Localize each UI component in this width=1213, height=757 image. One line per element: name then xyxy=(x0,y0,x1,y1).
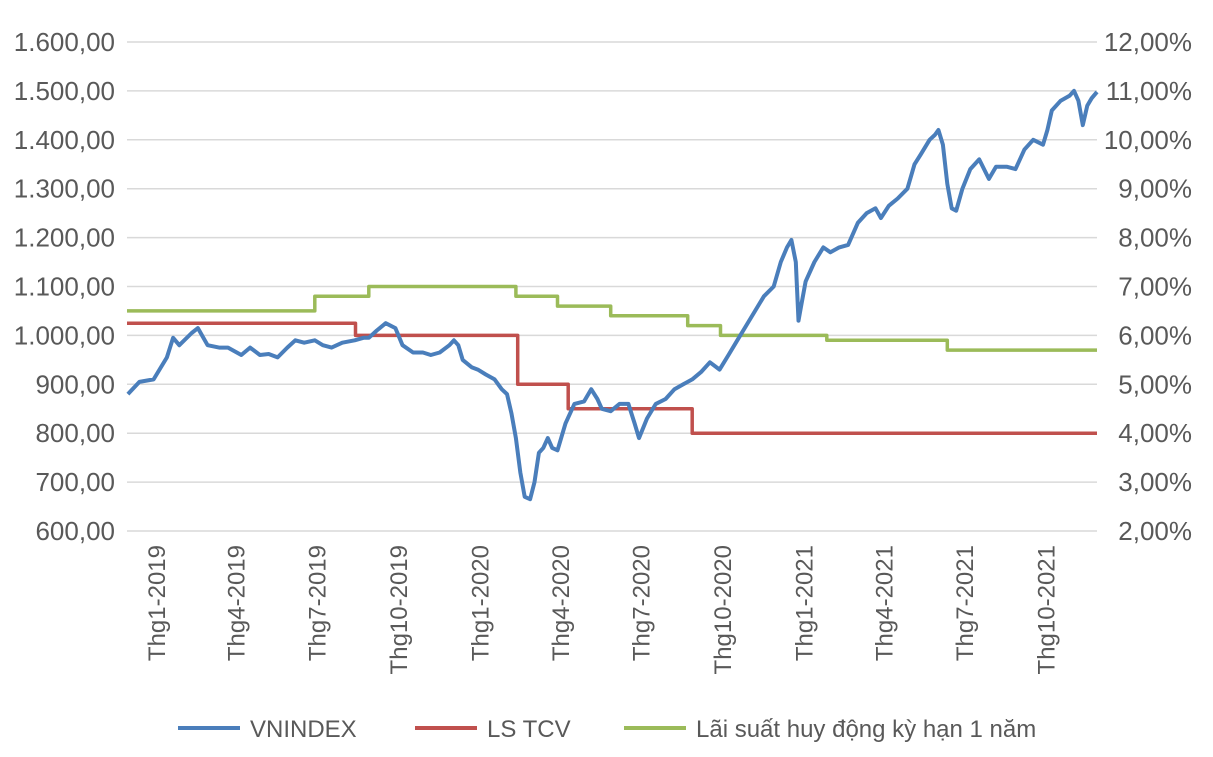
left-tick-label: 1.200,00 xyxy=(14,223,115,253)
x-tick-label: Thg1-2021 xyxy=(792,545,819,661)
left-tick-label: 600,00 xyxy=(35,516,115,546)
legend: VNINDEX LS TCV Lãi suất huy động kỳ hạn 1 … xyxy=(178,716,1036,743)
x-tick-label: Thg1-2020 xyxy=(467,545,494,661)
x-tick-label: Thg7-2020 xyxy=(629,545,656,661)
left-tick-label: 1.100,00 xyxy=(14,272,115,302)
right-tick-label: 8,00% xyxy=(1118,223,1192,253)
legend-label: LS TCV xyxy=(487,716,571,743)
left-tick-label: 1.500,00 xyxy=(14,76,115,106)
x-tick-label: Thg7-2019 xyxy=(304,545,331,661)
left-tick-label: 800,00 xyxy=(35,418,115,448)
right-tick-label: 2,00% xyxy=(1118,516,1192,546)
grid-layer xyxy=(127,41,1097,532)
right-tick-label: 9,00% xyxy=(1118,174,1192,204)
series-layer xyxy=(126,88,1099,502)
x-tick-label: Thg7-2021 xyxy=(952,545,979,661)
x-tick-label: Thg10-2019 xyxy=(386,545,413,674)
left-tick-label: 1.400,00 xyxy=(14,125,115,155)
right-tick-label: 12,00% xyxy=(1104,27,1192,57)
right-tick-label: 5,00% xyxy=(1118,369,1192,399)
left-tick-label: 1.600,00 xyxy=(14,27,115,57)
x-tick-label: Thg4-2020 xyxy=(548,545,575,661)
x-tick-label: Thg4-2019 xyxy=(224,545,251,661)
left-tick-label: 900,00 xyxy=(35,369,115,399)
x-tick-label: Thg1-2019 xyxy=(144,545,171,661)
left-tick-label: 1.300,00 xyxy=(14,174,115,204)
left-axis: 600,00 700,00 800,00 900,00 1.000,00 1.100,00… xyxy=(14,27,115,546)
right-tick-label: 11,00% xyxy=(1106,76,1192,106)
series-line-0 xyxy=(126,88,1099,502)
left-tick-label: 700,00 xyxy=(35,467,115,497)
right-tick-label: 3,00% xyxy=(1118,467,1192,497)
left-tick-label: 1.000,00 xyxy=(14,320,115,350)
legend-label: VNINDEX xyxy=(250,716,357,743)
x-tick-label: Thg10-2020 xyxy=(710,545,737,674)
x-tick-label: Thg10-2021 xyxy=(1033,545,1060,674)
right-tick-label: 4,00% xyxy=(1118,418,1192,448)
right-axis: 2,00% 3,00% 4,00% 5,00% 6,00% 7,00% 8,00% 9,00%… xyxy=(1104,27,1192,546)
x-tick-label: Thg4-2021 xyxy=(871,545,898,661)
series-line-2 xyxy=(127,284,1097,352)
series-line-1 xyxy=(127,321,1097,435)
right-tick-label: 7,00% xyxy=(1118,272,1192,302)
right-tick-label: 6,00% xyxy=(1118,320,1192,350)
legend-label: Lãi suất huy động kỳ hạn 1 năm xyxy=(696,716,1036,743)
x-axis: Thg1-2019 Thg4-2019 Thg7-2019 Thg10-2019 Thg… xyxy=(144,545,1060,674)
right-tick-label: 10,00% xyxy=(1104,125,1192,155)
